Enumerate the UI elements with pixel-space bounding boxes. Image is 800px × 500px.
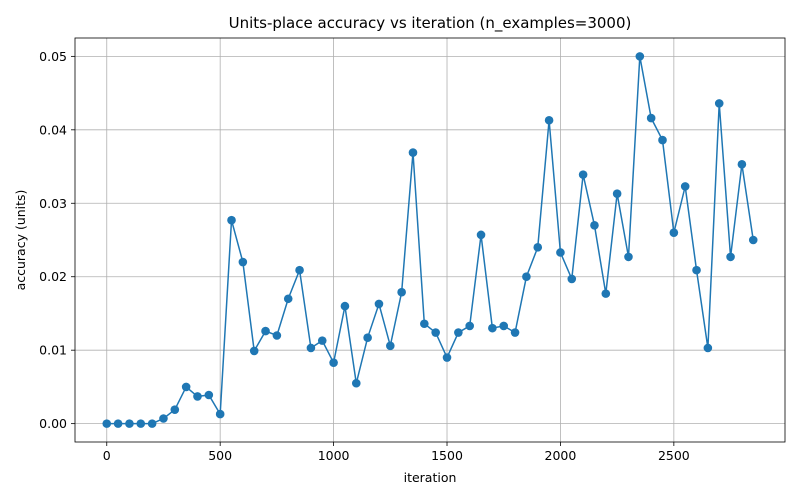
- data-point: [238, 257, 248, 267]
- data-point: [147, 419, 157, 428]
- data-point: [295, 265, 304, 275]
- data-point: [601, 289, 611, 298]
- data-point: [635, 52, 645, 61]
- x-axis-label: iteration: [404, 470, 457, 485]
- data-point: [261, 326, 270, 336]
- data-point: [181, 382, 191, 392]
- data-point: [215, 409, 225, 419]
- data-point: [556, 248, 565, 257]
- data-point: [476, 230, 486, 240]
- data-point: [510, 328, 520, 337]
- data-point: [113, 419, 123, 428]
- y-axis-label: accuracy (units): [13, 190, 28, 291]
- grid-lines: [75, 38, 785, 442]
- data-point: [272, 331, 282, 340]
- data-point: [533, 243, 543, 252]
- data-point: [408, 148, 418, 157]
- data-point: [567, 274, 577, 284]
- y-tick-label: 0.02: [39, 269, 67, 284]
- data-point: [386, 341, 395, 351]
- x-tick-label: 2000: [545, 448, 577, 463]
- data-point: [317, 336, 327, 345]
- y-tick-label: 0.05: [39, 49, 67, 64]
- data-point: [431, 328, 440, 337]
- axis-ticks: 0 500 1000 1500 2000 2500 0.00 0.01 0.02 0.03 0.04…: [39, 49, 690, 463]
- data-point: [397, 287, 406, 297]
- data-point: [454, 328, 463, 337]
- data-point: [465, 321, 474, 331]
- y-tick-label: 0.04: [39, 122, 67, 137]
- data-point: [363, 333, 372, 342]
- x-tick-label: 1000: [318, 448, 350, 463]
- data-point: [102, 419, 112, 428]
- data-point: [714, 99, 724, 108]
- chart-title: Units-place accuracy vs iteration (n_exa…: [229, 14, 632, 33]
- data-point: [340, 301, 350, 311]
- data-point: [680, 182, 690, 191]
- data-point: [624, 252, 633, 262]
- data-point: [351, 378, 361, 388]
- data-point: [669, 228, 679, 237]
- data-point: [544, 115, 554, 125]
- data-point: [193, 392, 202, 401]
- series-layer: [102, 52, 758, 428]
- data-point: [170, 405, 180, 414]
- series-line: [106, 56, 754, 425]
- y-tick-label: 0.03: [39, 196, 67, 211]
- x-tick-label: 500: [208, 448, 232, 463]
- x-tick-label: 1500: [431, 448, 463, 463]
- data-point: [204, 390, 214, 400]
- data-point: [227, 215, 236, 225]
- data-point: [136, 419, 146, 428]
- data-point: [420, 319, 429, 329]
- data-point: [283, 294, 293, 304]
- data-point: [748, 235, 758, 245]
- data-point: [488, 323, 497, 333]
- data-point: [658, 135, 667, 145]
- x-tick-label: 2500: [658, 448, 690, 463]
- data-point: [374, 299, 384, 309]
- data-point: [726, 252, 735, 262]
- data-point: [612, 189, 622, 199]
- data-point: [522, 272, 531, 282]
- data-point: [692, 265, 701, 275]
- data-point: [703, 343, 713, 353]
- data-point: [499, 321, 509, 331]
- data-point: [249, 346, 259, 356]
- data-point: [578, 170, 588, 179]
- data-point: [159, 414, 168, 423]
- data-point: [737, 160, 747, 169]
- plot-frame: [74, 37, 786, 443]
- data-point: [306, 343, 316, 353]
- data-point: [646, 113, 656, 123]
- data-point: [329, 358, 338, 367]
- x-tick-label: 0: [103, 448, 111, 463]
- y-tick-label: 0.01: [39, 343, 67, 358]
- data-point: [442, 353, 452, 362]
- data-point: [590, 221, 599, 230]
- y-tick-label: 0.00: [39, 416, 67, 431]
- data-point: [125, 419, 134, 428]
